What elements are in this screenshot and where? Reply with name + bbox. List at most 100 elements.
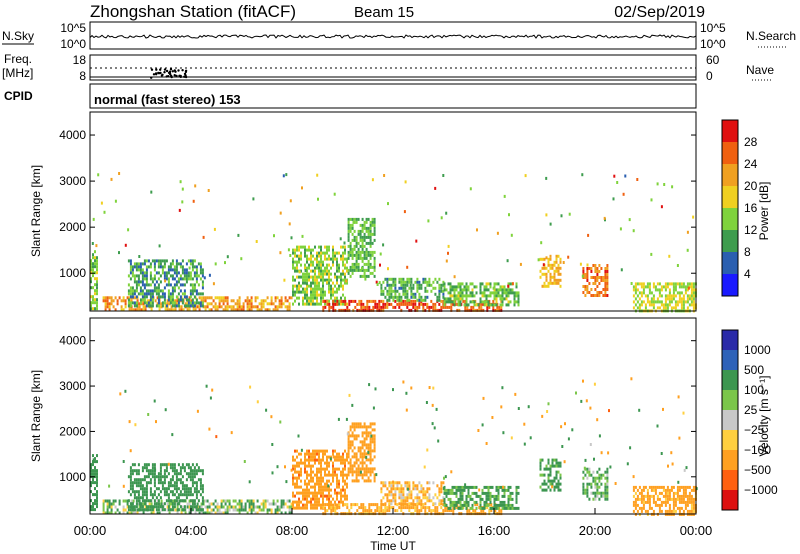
- heatmap-cell: [363, 256, 366, 260]
- heatmap-cell: [201, 502, 204, 506]
- heatmap-cell: [370, 503, 373, 507]
- heatmap-cell: [456, 506, 459, 510]
- heatmap-cell: [660, 300, 663, 304]
- heatmap-cell: [594, 267, 597, 270]
- heatmap-cell: [404, 292, 407, 296]
- heatmap-cell: [264, 502, 267, 506]
- heatmap-cell: [131, 469, 134, 473]
- heatmap-cell: [135, 280, 138, 284]
- heatmap-cell: [355, 473, 358, 477]
- heatmap-cell: [489, 494, 492, 498]
- heatmap-cell: [288, 222, 291, 226]
- heatmap-cell: [478, 308, 481, 312]
- heatmap-cell: [359, 223, 362, 227]
- heatmap-cell: [349, 241, 352, 245]
- heatmap-cell: [334, 500, 336, 504]
- heatmap-cell: [246, 499, 249, 503]
- heatmap-cell: [598, 479, 601, 483]
- heatmap-cell: [279, 211, 282, 215]
- heatmap-cell: [177, 304, 180, 308]
- heatmap-cell: [469, 294, 472, 298]
- heatmap-cell: [547, 260, 550, 264]
- heatmap-cell: [387, 267, 389, 271]
- heatmap-cell: [481, 294, 484, 298]
- heatmap-cell: [596, 418, 599, 422]
- heatmap-cell: [420, 484, 423, 488]
- heatmap-cell: [344, 479, 346, 483]
- heatmap-cell: [196, 502, 199, 506]
- heatmap-cell: [430, 509, 433, 513]
- heatmap-cell: [310, 452, 312, 456]
- heatmap-cell: [163, 508, 166, 512]
- heatmap-cell: [106, 305, 109, 309]
- heatmap-cell: [602, 473, 605, 477]
- heatmap-cell: [181, 475, 184, 479]
- heatmap-cell: [487, 294, 490, 298]
- heatmap-cell: [173, 463, 176, 467]
- heatmap-cell: [287, 248, 290, 252]
- heatmap-cell: [118, 251, 120, 255]
- heatmap-cell: [322, 278, 324, 282]
- heatmap-cell: [513, 300, 516, 304]
- heatmap-cell: [268, 508, 271, 512]
- heatmap-cell: [555, 254, 558, 258]
- heatmap-cell: [191, 304, 194, 308]
- heatmap-cell: [398, 286, 401, 290]
- heatmap-cell: [250, 508, 253, 512]
- heatmap-cell: [286, 299, 289, 303]
- heatmap-cell: [308, 302, 310, 306]
- heatmap-cell: [332, 299, 335, 303]
- beam-label: Beam 15: [354, 4, 414, 21]
- heatmap-cell: [96, 484, 98, 488]
- heatmap-cell: [588, 291, 591, 294]
- heatmap-cell: [144, 308, 147, 312]
- heatmap-cell: [686, 497, 689, 501]
- heatmap-cell: [547, 461, 550, 465]
- heatmap-cell: [481, 497, 484, 501]
- heatmap-cell: [495, 503, 498, 507]
- heatmap-cell: [676, 282, 679, 286]
- heatmap-cell: [510, 233, 513, 237]
- heatmap-cell: [371, 220, 374, 224]
- heatmap-cell: [195, 493, 198, 497]
- heatmap-cell: [250, 305, 253, 309]
- freq-label-line1: Freq.: [4, 52, 32, 66]
- heatmap-cell: [112, 305, 115, 309]
- heatmap-cell: [122, 484, 125, 488]
- heatmap-cell: [492, 286, 495, 290]
- heatmap-cell: [343, 241, 346, 245]
- heatmap-cell: [586, 485, 589, 489]
- heatmap-cell: [304, 467, 306, 471]
- heatmap-cell: [298, 284, 300, 288]
- heatmap-cell: [316, 500, 318, 504]
- heatmap-cell: [432, 286, 435, 290]
- heatmap-cell: [145, 490, 148, 494]
- heatmap-cell: [480, 308, 483, 312]
- heatmap-cell: [463, 285, 466, 289]
- heatmap-cell: [634, 491, 637, 495]
- heatmap-cell: [352, 299, 355, 303]
- heatmap-cell: [316, 299, 318, 303]
- heatmap-cell: [204, 296, 207, 300]
- heatmap-cell: [424, 289, 427, 293]
- heatmap-cell: [365, 464, 368, 468]
- heatmap-cell: [310, 260, 312, 264]
- heatmap-cell: [296, 476, 298, 480]
- heatmap-cell: [402, 302, 405, 306]
- heatmap-cell: [678, 485, 681, 489]
- heatmap-cell: [346, 476, 348, 480]
- heatmap-cell: [604, 285, 607, 288]
- heatmap-cell: [306, 275, 308, 279]
- heatmap-cell: [330, 482, 332, 486]
- heatmap-cell: [304, 251, 306, 255]
- heatmap-cell: [654, 300, 657, 304]
- heatmap-cell: [110, 302, 113, 306]
- heatmap-cell: [648, 282, 651, 286]
- heatmap-cell: [130, 308, 133, 312]
- heatmap-cell: [486, 506, 489, 510]
- heatmap-cell: [489, 285, 492, 289]
- heatmap-cell: [511, 282, 514, 286]
- heatmap-cell: [135, 472, 138, 476]
- heatmap-cell: [191, 259, 194, 263]
- heatmap-cell: [359, 446, 362, 450]
